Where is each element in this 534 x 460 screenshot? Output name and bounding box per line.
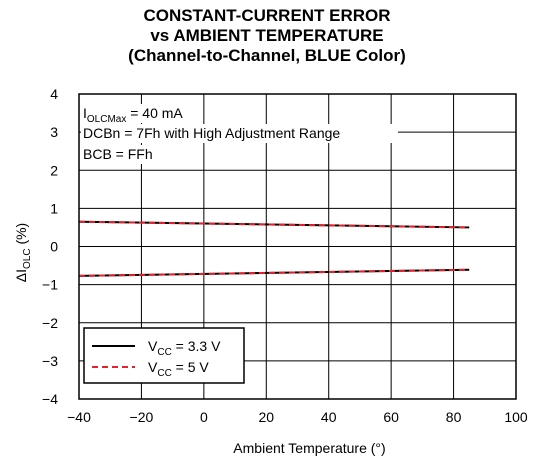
y-tick-label: 3: [50, 124, 58, 140]
x-tick-label: −20: [130, 409, 154, 425]
x-tick-label: 100: [504, 409, 528, 425]
series-layer: [78, 220, 470, 277]
y-tick-label: 0: [50, 239, 58, 255]
x-tick-label: 80: [446, 409, 462, 425]
annotation-background: [81, 104, 161, 123]
chart-title-line-2: vs AMBIENT TEMPERATURE: [150, 26, 384, 45]
chart-title: CONSTANT-CURRENT ERROR vs AMBIENT TEMPER…: [0, 6, 534, 66]
annotation-text: BCB = FFh: [83, 146, 153, 162]
annotation-background: [81, 145, 165, 164]
x-tick-label: 20: [258, 409, 274, 425]
y-tick-label: −2: [42, 315, 58, 331]
tick-labels: −40 −20 0 20 40 60 80 100 4 3 2 1 0 −1 −2 −3 −4: [42, 86, 528, 425]
y-axis-label: ΔIOLC (%): [13, 223, 33, 282]
plot-frame: [78, 93, 517, 400]
legend-box: [83, 327, 245, 384]
chart-title-line-1: CONSTANT-CURRENT ERROR: [143, 6, 391, 25]
x-tick-label: −40: [67, 409, 91, 425]
x-tick-label: 0: [200, 409, 208, 425]
x-tick-label: 60: [383, 409, 399, 425]
chart-title-line-3: (Channel-to-Channel, BLUE Color): [128, 46, 406, 65]
y-tick-label: −4: [42, 391, 58, 407]
legend-label: VCC = 5 V: [148, 359, 209, 379]
annotation-background: [81, 124, 398, 143]
y-tick-label: −1: [42, 277, 58, 293]
x-tick-label: 40: [321, 409, 337, 425]
annotation-text: IOLCMax = 40 mA: [83, 105, 183, 125]
series-line: [78, 268, 470, 277]
y-tick-label: 4: [50, 86, 58, 102]
x-axis-label: Ambient Temperature (°): [233, 440, 385, 456]
y-tick-label: 1: [50, 200, 58, 216]
annotation-text: DCBn = 7Fh with High Adjustment Range: [83, 125, 340, 141]
y-tick-label: −3: [42, 353, 58, 369]
series-line: [78, 220, 470, 229]
legend-label: VCC = 3.3 V: [148, 338, 221, 358]
y-tick-label: 2: [50, 162, 58, 178]
